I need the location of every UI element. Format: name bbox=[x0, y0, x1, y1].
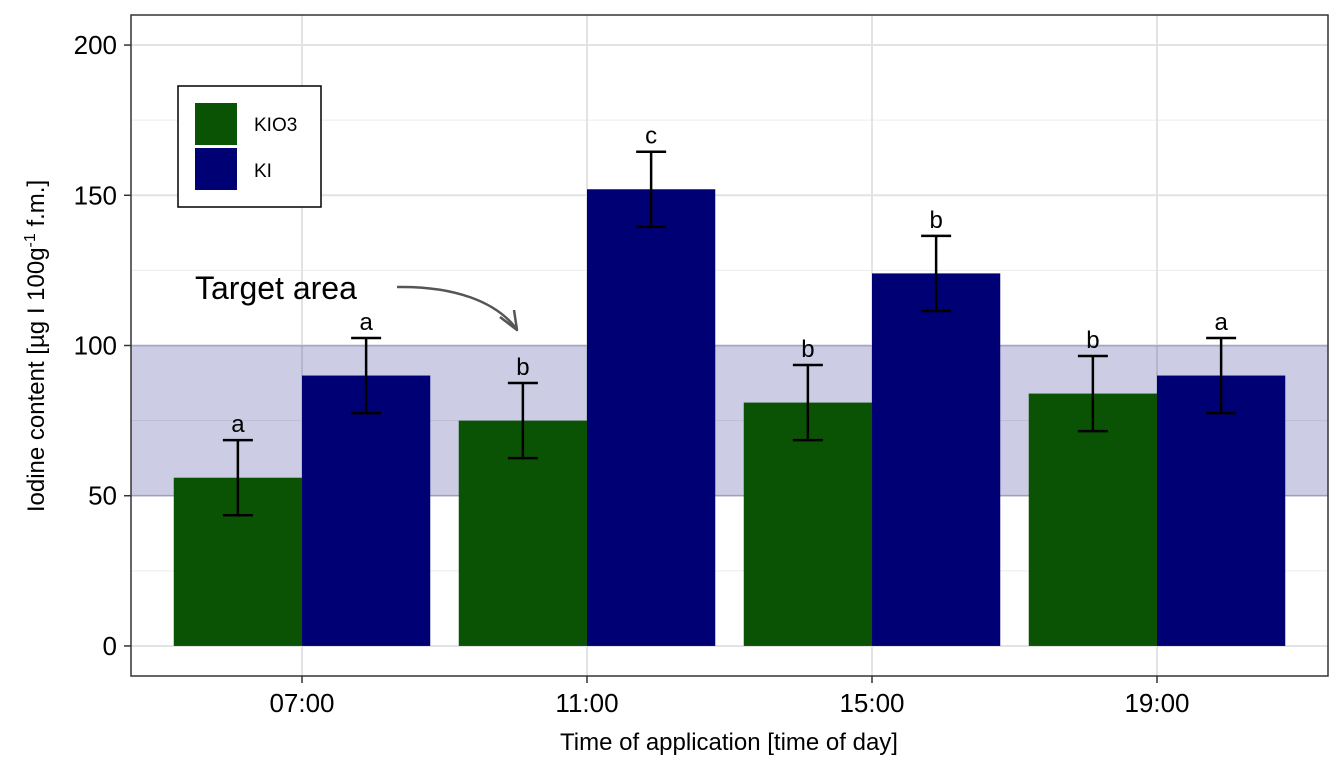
target-area-annotation: Target area bbox=[195, 270, 519, 332]
legend-label-kio3: KIO3 bbox=[254, 115, 297, 136]
y-axis-ticks: 0 50 100 150 200 bbox=[74, 30, 131, 661]
significance-letter: a bbox=[359, 309, 373, 336]
bar-ki-1900 bbox=[1157, 375, 1286, 646]
legend-key-ki bbox=[195, 148, 237, 190]
significance-letter: b bbox=[801, 336, 814, 363]
legend-key-kio3 bbox=[195, 103, 237, 145]
bar-kio3-1500 bbox=[743, 402, 872, 646]
bar-ki-0700 bbox=[302, 375, 431, 646]
legend-label-ki: KI bbox=[254, 161, 272, 182]
y-axis-title: Iodine content [µg I 100g-1 f.m.] bbox=[22, 180, 50, 512]
x-tick-label: 11:00 bbox=[555, 688, 618, 718]
y-axis-title-sup: -1 bbox=[22, 233, 39, 247]
x-axis-ticks: 07:00 11:00 15:00 19:00 bbox=[269, 676, 1190, 718]
significance-letter: a bbox=[1214, 309, 1228, 336]
significance-letter: a bbox=[231, 411, 245, 438]
target-area-label: Target area bbox=[195, 270, 357, 306]
x-tick-label: 07:00 bbox=[269, 688, 334, 718]
y-axis-title-tail: f.m.] bbox=[23, 180, 50, 233]
bar-ki-1500 bbox=[872, 273, 1001, 646]
y-tick-label: 150 bbox=[74, 180, 117, 210]
error-bars-layer bbox=[222, 150, 1237, 517]
x-tick-label: 15:00 bbox=[839, 688, 904, 718]
y-tick-label: 100 bbox=[74, 331, 117, 361]
target-area-arrowhead bbox=[499, 309, 519, 332]
legend: KIO3 KI bbox=[177, 85, 322, 208]
significance-letter: c bbox=[645, 123, 657, 150]
bars-layer bbox=[173, 189, 1286, 646]
significance-letters-layer: a b b b a c b a bbox=[231, 123, 1228, 438]
significance-letter: b bbox=[516, 354, 529, 381]
significance-letter: b bbox=[1086, 327, 1099, 354]
bar-ki-1100 bbox=[587, 189, 716, 646]
target-area-arrow bbox=[396, 285, 516, 328]
x-axis-title: Time of application [time of day] bbox=[560, 729, 898, 756]
y-tick-label: 50 bbox=[88, 481, 117, 511]
x-tick-label: 19:00 bbox=[1124, 688, 1189, 718]
bar-kio3-1900 bbox=[1028, 393, 1157, 646]
y-tick-label: 0 bbox=[103, 631, 117, 661]
significance-letter: b bbox=[929, 207, 942, 234]
y-tick-label: 200 bbox=[74, 30, 117, 60]
y-axis-title-main: Iodine content [µg I 100g bbox=[23, 247, 50, 512]
